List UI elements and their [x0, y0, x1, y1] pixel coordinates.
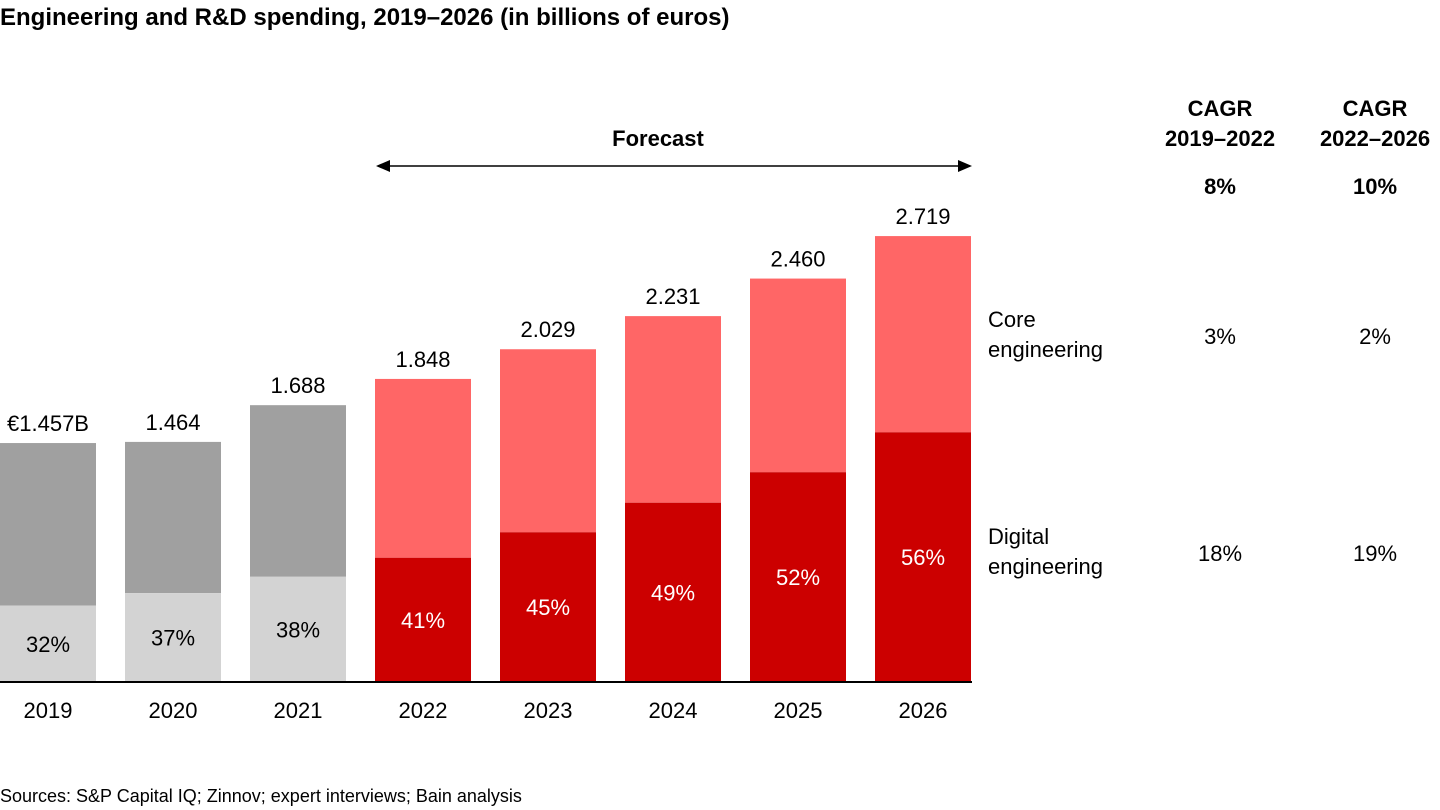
bar-digital-2023 — [500, 532, 596, 682]
bar-digital-2020 — [125, 593, 221, 682]
cagr-total-2022-2026: 10% — [1352, 174, 1398, 199]
x-tick-2019: 2019 — [24, 698, 73, 723]
total-label-2026: 2.719 — [895, 204, 950, 229]
forecast-label: Forecast — [612, 126, 704, 151]
forecast-arrow: Forecast — [376, 126, 972, 172]
share-label-2022: 41% — [401, 608, 445, 633]
bar-core-2019 — [0, 443, 96, 606]
x-tick-2023: 2023 — [524, 698, 573, 723]
cagr-core-2022-2026: 2% — [1359, 324, 1391, 349]
x-tick-2024: 2024 — [649, 698, 698, 723]
share-label-2025: 52% — [776, 565, 820, 590]
legend-digital-engineering: Digital engineering — [988, 522, 1148, 582]
bar-core-2021 — [250, 405, 346, 577]
bar-core-2023 — [500, 349, 596, 533]
share-label-2026: 56% — [901, 545, 945, 570]
x-tick-2022: 2022 — [399, 698, 448, 723]
cagr-digital-2022-2026: 19% — [1352, 541, 1398, 566]
bar-digital-2026 — [875, 432, 971, 682]
bar-digital-2019 — [0, 605, 96, 682]
chart-title: Engineering and R&D spending, 2019–2026 … — [0, 4, 730, 31]
bar-core-2025 — [750, 278, 846, 473]
total-label-2025: 2.460 — [770, 247, 825, 272]
bar-core-2020 — [125, 441, 221, 594]
share-label-2023: 45% — [526, 595, 570, 620]
legend-core-label: Core engineering — [988, 307, 1103, 362]
total-label-2020: 1.464 — [145, 410, 200, 435]
total-label-2024: 2.231 — [645, 284, 700, 309]
cagr-digital-2019-2022: 18% — [1197, 541, 1243, 566]
share-label-2019: 32% — [26, 632, 70, 657]
share-label-2021: 38% — [276, 617, 320, 642]
bar-digital-2025 — [750, 472, 846, 682]
share-label-2024: 49% — [651, 580, 695, 605]
bar-core-2024 — [625, 316, 721, 503]
legend-digital-label: Digital engineering — [988, 524, 1103, 579]
bar-digital-2021 — [250, 576, 346, 682]
x-tick-2025: 2025 — [774, 698, 823, 723]
source-note: Sources: S&P Capital IQ; Zinnov; expert … — [0, 786, 522, 806]
cagr-header-2019-2022: CAGR 2019–2022 — [1164, 96, 1276, 151]
bar-digital-2022 — [375, 557, 471, 682]
share-label-2020: 37% — [151, 626, 195, 651]
total-label-2023: 2.029 — [520, 317, 575, 342]
cagr-header-2022-2026: CAGR 2022–2026 — [1319, 96, 1431, 151]
legend-core-engineering: Core engineering — [988, 305, 1148, 365]
total-label-2021: 1.688 — [270, 373, 325, 398]
x-tick-2021: 2021 — [274, 698, 323, 723]
x-tick-2020: 2020 — [149, 698, 198, 723]
bar-core-2026 — [875, 236, 971, 433]
bar-digital-2024 — [625, 502, 721, 682]
total-label-2022: 1.848 — [395, 347, 450, 372]
cagr-core-2019-2022: 3% — [1204, 324, 1236, 349]
total-label-2019: €1.457B — [7, 411, 89, 436]
bar-core-2022 — [375, 378, 471, 558]
cagr-total-2019-2022: 8% — [1204, 174, 1236, 199]
x-tick-2026: 2026 — [899, 698, 948, 723]
